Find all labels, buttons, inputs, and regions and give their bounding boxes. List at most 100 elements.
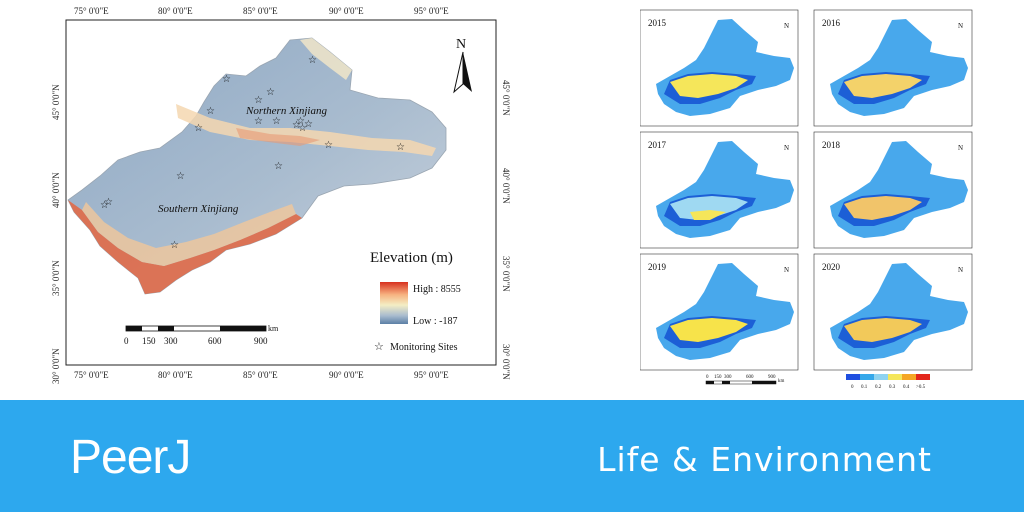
legend-low-label: Low : -187 bbox=[413, 316, 457, 327]
yearly-maps-panel: 2015 N 2016 N 2017 N 2018 N 2019 N 2020 … bbox=[640, 9, 973, 390]
lon-label-85-top: 85° 0'0"E bbox=[243, 6, 278, 16]
lat-label-45-right: 45° 0'0"N bbox=[501, 80, 511, 116]
mini-north-icon: N bbox=[784, 266, 789, 274]
top-longitude-labels: 75° 0'0"E 80° 0'0"E 85° 0'0"E 90° 0'0"E … bbox=[74, 6, 449, 16]
southern-mountains bbox=[68, 200, 302, 294]
site-marker: ☆ bbox=[100, 200, 109, 211]
legend-swatch-1 bbox=[860, 374, 874, 380]
lon-label-75-bottom: 75° 0'0"E bbox=[74, 370, 109, 380]
site-marker: ☆ bbox=[266, 87, 275, 98]
region-label-southern: Southern Xinjiang bbox=[158, 203, 239, 215]
legend-sites-label: Monitoring Sites bbox=[390, 342, 458, 353]
small-scale-label-600: 600 bbox=[746, 375, 754, 380]
legend-swatch-5 bbox=[916, 374, 930, 380]
legend-value-0.3: 0.3 bbox=[889, 385, 896, 390]
lat-label-40-left: 40° 0'0"N bbox=[51, 172, 61, 208]
legend-swatch-3 bbox=[888, 374, 902, 380]
lon-label-95-top: 95° 0'0"E bbox=[414, 6, 449, 16]
tianshan-ridge bbox=[176, 104, 436, 156]
lon-label-90-bottom: 90° 0'0"E bbox=[329, 370, 364, 380]
year-label-2018: 2018 bbox=[822, 140, 841, 150]
mini-north-icon: N bbox=[784, 22, 789, 30]
small-scale-label-900: 900 bbox=[768, 375, 776, 380]
site-marker: ☆ bbox=[104, 197, 113, 208]
lat-label-40-right: 40° 0'0"N bbox=[501, 168, 511, 204]
site-marker: ☆ bbox=[254, 116, 263, 127]
north-arrow-label: N bbox=[456, 37, 466, 52]
lon-label-80-bottom: 80° 0'0"E bbox=[158, 370, 193, 380]
small-scale-label-300: 300 bbox=[724, 375, 732, 380]
site-marker: ☆ bbox=[176, 171, 185, 182]
lat-label-35-right: 35° 0'0"N bbox=[501, 256, 511, 292]
left-latitude-labels: 45° 0'0"N 40° 0'0"N 35° 0'0"N 30° 0'0"N bbox=[51, 84, 61, 384]
legend-value-0.4: 0.4 bbox=[903, 385, 910, 390]
scale-label-900: 900 bbox=[254, 336, 268, 346]
year-map-2017: 2017 N bbox=[640, 131, 799, 249]
site-marker: ☆ bbox=[274, 161, 283, 172]
lon-label-90-top: 90° 0'0"E bbox=[329, 6, 364, 16]
lon-label-80-top: 80° 0'0"E bbox=[158, 6, 193, 16]
xinjiang-elevation-map: 75° 0'0"E 80° 0'0"E 85° 0'0"E 90° 0'0"E … bbox=[51, 6, 511, 384]
tianshan-peaks bbox=[236, 128, 320, 146]
legend-value-0.1: 0.1 bbox=[861, 385, 868, 390]
elevation-color-ramp bbox=[380, 282, 408, 324]
scale-label-150: 150 bbox=[142, 336, 156, 346]
value-color-legend: 0 0.1 0.2 0.3 0.4 >0.5 bbox=[846, 374, 930, 390]
site-marker: ☆ bbox=[304, 119, 313, 130]
year-label-2019: 2019 bbox=[648, 262, 667, 272]
year-map-2018: 2018 N bbox=[813, 131, 973, 249]
lon-label-85-bottom: 85° 0'0"E bbox=[243, 370, 278, 380]
lat-label-30-left: 30° 0'0"N bbox=[51, 348, 61, 384]
site-marker: ☆ bbox=[272, 116, 281, 127]
legend-value-0.2: 0.2 bbox=[875, 385, 882, 390]
site-marker: ☆ bbox=[170, 240, 179, 251]
mini-north-icon: N bbox=[958, 144, 963, 152]
year-label-2017: 2017 bbox=[648, 140, 667, 150]
bottom-longitude-labels: 75° 0'0"E 80° 0'0"E 85° 0'0"E 90° 0'0"E … bbox=[74, 370, 449, 380]
altai-highlands bbox=[300, 38, 352, 80]
monitoring-sites: ☆ ☆ ☆ ☆ ☆ ☆ ☆ ☆ ☆ ☆ ☆ ☆ ☆ ☆ ☆ ☆ ☆ ☆ ☆ bbox=[100, 55, 405, 251]
year-label-2020: 2020 bbox=[822, 262, 841, 272]
lat-label-35-left: 35° 0'0"N bbox=[51, 260, 61, 296]
lat-label-45-left: 45° 0'0"N bbox=[51, 84, 61, 120]
site-marker: ☆ bbox=[298, 123, 307, 134]
site-marker: ☆ bbox=[292, 120, 301, 131]
legend-title: Elevation (m) bbox=[370, 250, 453, 266]
scale-unit: km bbox=[268, 324, 279, 333]
legend-value-gt0.5: >0.5 bbox=[916, 385, 926, 390]
peerj-banner: PeerJ Life & Environment bbox=[0, 400, 1024, 512]
mini-north-icon: N bbox=[958, 266, 963, 274]
north-arrow-icon bbox=[463, 52, 472, 92]
site-marker: ☆ bbox=[296, 116, 305, 127]
legend-swatch-2 bbox=[874, 374, 888, 380]
site-marker: ☆ bbox=[194, 123, 203, 134]
peerj-logo: PeerJ bbox=[70, 430, 191, 485]
site-marker: ☆ bbox=[254, 95, 263, 106]
brand-name: PeerJ bbox=[70, 431, 191, 484]
scale-label-600: 600 bbox=[208, 336, 222, 346]
lon-label-95-bottom: 95° 0'0"E bbox=[414, 370, 449, 380]
mini-north-icon: N bbox=[784, 144, 789, 152]
legend-swatch-4 bbox=[902, 374, 916, 380]
site-marker: ☆ bbox=[396, 142, 405, 153]
year-map-2020: 2020 N bbox=[813, 253, 973, 371]
small-scale-unit: km bbox=[778, 379, 785, 384]
scale-label-0: 0 bbox=[124, 336, 129, 346]
year-label-2016: 2016 bbox=[822, 18, 841, 28]
legend-value-0: 0 bbox=[851, 385, 854, 390]
mini-north-icon: N bbox=[958, 22, 963, 30]
legend-high-label: High : 8555 bbox=[413, 284, 461, 295]
year-map-2019: 2019 N bbox=[640, 253, 799, 371]
site-marker: ☆ bbox=[222, 74, 231, 85]
scale-bar: km 0 150 300 600 900 bbox=[124, 324, 279, 346]
year-map-2015: 2015 N bbox=[640, 9, 799, 127]
lon-label-75-top: 75° 0'0"E bbox=[74, 6, 109, 16]
year-label-2015: 2015 bbox=[648, 18, 667, 28]
southern-foothills bbox=[82, 202, 296, 266]
legend-swatch-0 bbox=[846, 374, 860, 380]
monitoring-site-icon: ☆ bbox=[374, 341, 384, 353]
site-marker: ☆ bbox=[324, 140, 333, 151]
right-latitude-labels: 45° 0'0"N 40° 0'0"N 35° 0'0"N 30° 0'0"N bbox=[501, 80, 511, 380]
year-map-2016: 2016 N bbox=[813, 9, 973, 127]
site-marker: ☆ bbox=[206, 106, 215, 117]
